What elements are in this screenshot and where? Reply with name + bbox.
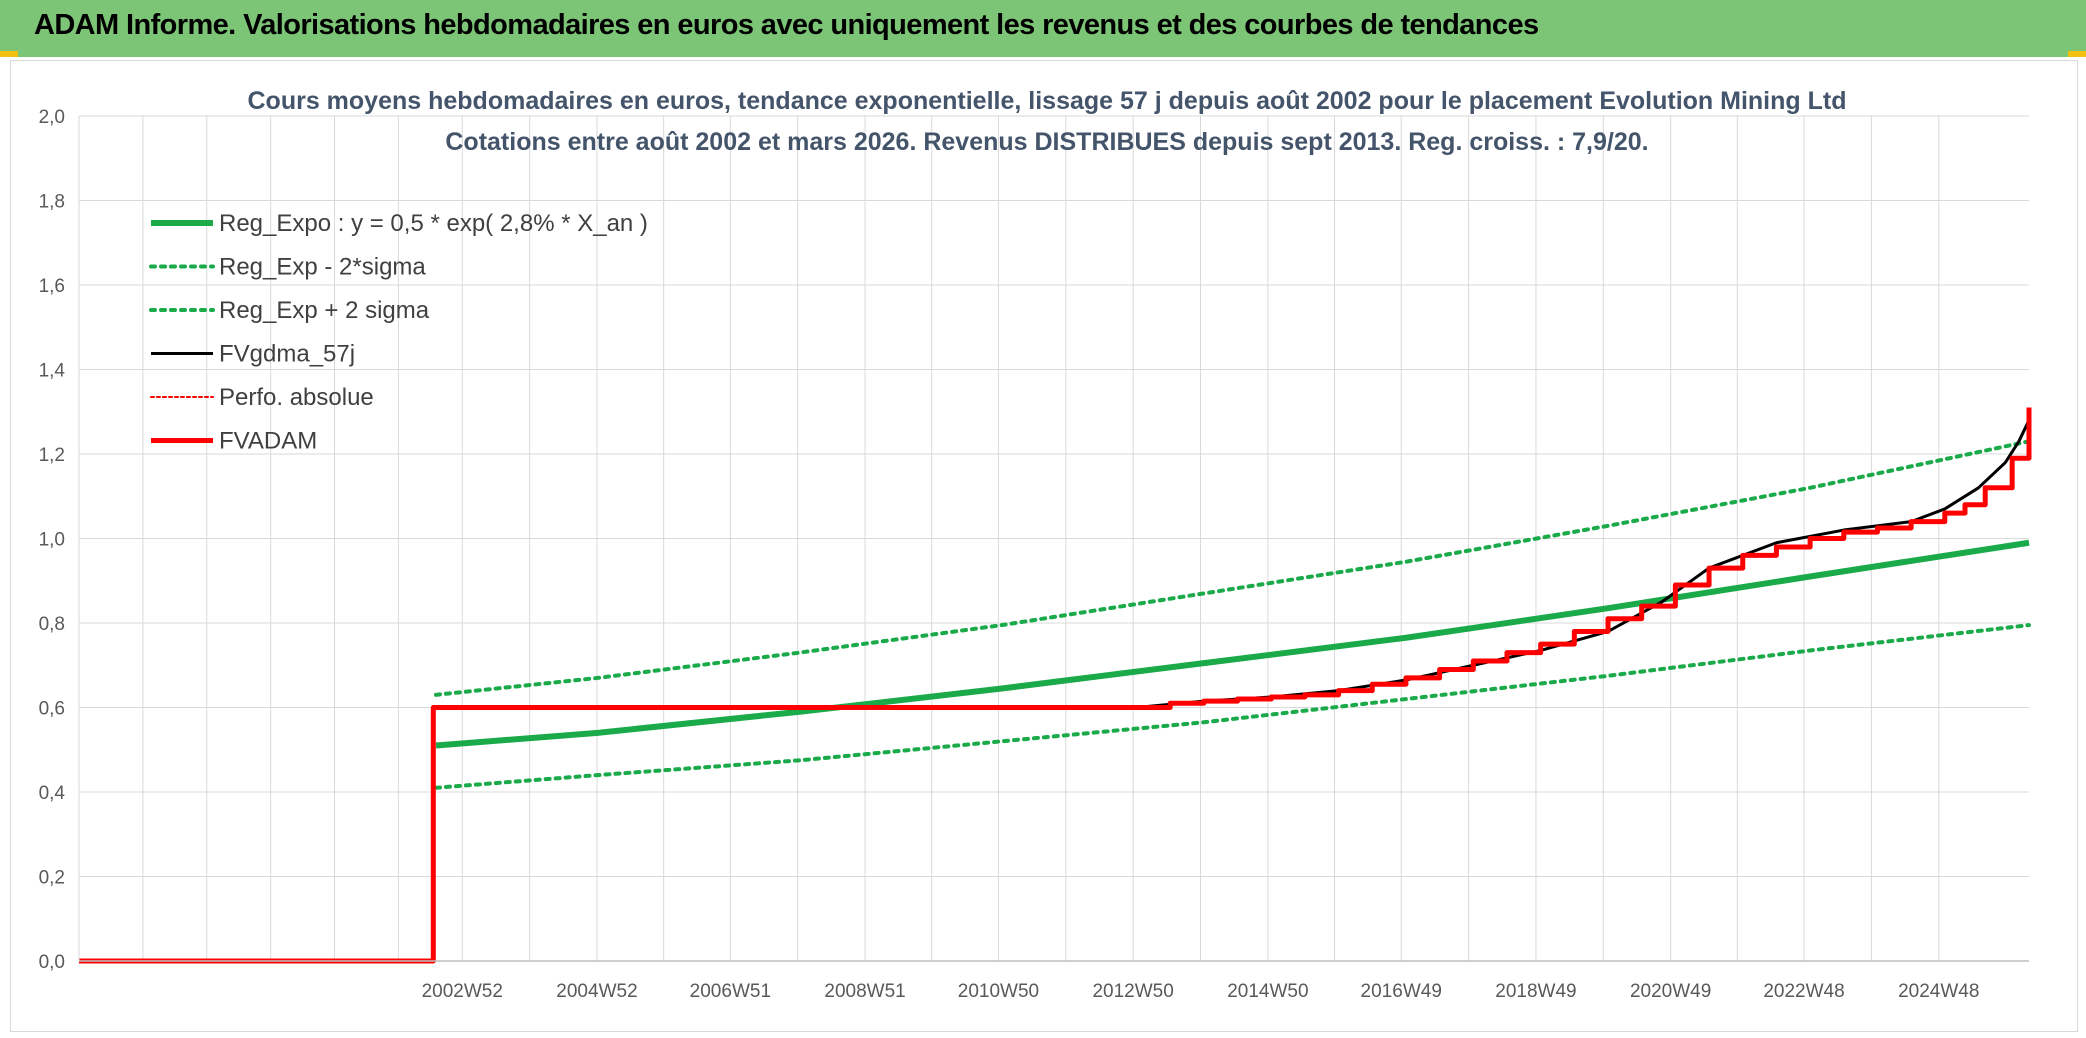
y-tick-label: 1,0	[39, 530, 65, 551]
x-tick-label: 2024W48	[1898, 981, 1979, 1002]
fvadam-legend-label: FVADAM	[219, 428, 317, 455]
x-tick-label: 2018W49	[1495, 981, 1576, 1002]
perfo-absolue-legend-label: Perfo. absolue	[219, 384, 374, 411]
reg-exp-minus-2sigma-line	[433, 623, 2031, 790]
y-tick-label: 1,2	[39, 445, 65, 466]
y-tick-label: 0,6	[39, 699, 65, 720]
report-banner: ADAM Informe. Valorisations hebdomadaire…	[0, 0, 2086, 57]
x-tick-label: 2006W51	[690, 981, 771, 1002]
grid-layer	[79, 115, 2029, 962]
x-tick-label: 2022W48	[1763, 981, 1844, 1002]
axis-layer: 0,0 0,2 0,4 0,6 0,8 1,0 1,2 1,4 1,6 1,8 2,0 2002W52…	[39, 107, 2029, 1002]
chart-legend: Reg_Expo : y = 0,5 * exp( 2,8% * X_an ) R…	[149, 210, 648, 455]
y-tick-label: 0,0	[39, 952, 65, 973]
y-tick-label: 0,8	[39, 614, 65, 635]
reg-exp-minus-2sigma-legend-label: Reg_Exp - 2*sigma	[219, 254, 426, 281]
y-tick-label: 1,6	[39, 276, 65, 297]
reg-exp-plus-2sigma-line	[433, 439, 2031, 697]
x-tick-label: 2016W49	[1361, 981, 1442, 1002]
chart-subtitle: Cotations entre août 2002 et mars 2026. …	[445, 128, 1648, 156]
x-tick-label: 2020W49	[1630, 981, 1711, 1002]
x-tick-label: 2008W51	[824, 981, 905, 1002]
x-tick-label: 2004W52	[556, 981, 637, 1002]
reg-expo-legend-label: Reg_Expo : y = 0,5 * exp( 2,8% * X_an )	[219, 210, 648, 237]
fvadam-line	[79, 407, 2032, 964]
chart-svg: 0,0 0,2 0,4 0,6 0,8 1,0 1,2 1,4 1,6 1,8 2,0 2002W52…	[39, 87, 2032, 1002]
y-tick-label: 0,2	[39, 868, 65, 889]
x-tick-label: 2014W50	[1227, 981, 1308, 1002]
x-tick-label: 2010W50	[958, 981, 1039, 1002]
banner-corner-right	[2068, 51, 2086, 57]
chart-area: 0,0 0,2 0,4 0,6 0,8 1,0 1,2 1,4 1,6 1,8 2,0 2002W52…	[10, 60, 2078, 1032]
y-tick-label: 2,0	[39, 107, 65, 128]
y-tick-label: 1,8	[39, 192, 65, 213]
series-layer	[79, 407, 2032, 964]
fvgdma-57j-legend-label: FVgdma_57j	[219, 341, 355, 368]
x-tick-label: 2002W52	[422, 981, 503, 1002]
x-tick-label: 2012W50	[1092, 981, 1173, 1002]
reg-exp-plus-2sigma-legend-label: Reg_Exp + 2 sigma	[219, 297, 430, 324]
banner-corner-left	[0, 51, 18, 57]
y-tick-label: 1,4	[39, 361, 66, 382]
reg-expo-line	[435, 539, 2030, 749]
report-title: ADAM Informe. Valorisations hebdomadaire…	[34, 9, 1539, 41]
chart-title: Cours moyens hebdomadaires en euros, ten…	[248, 87, 1847, 115]
y-tick-label: 0,4	[39, 783, 66, 804]
